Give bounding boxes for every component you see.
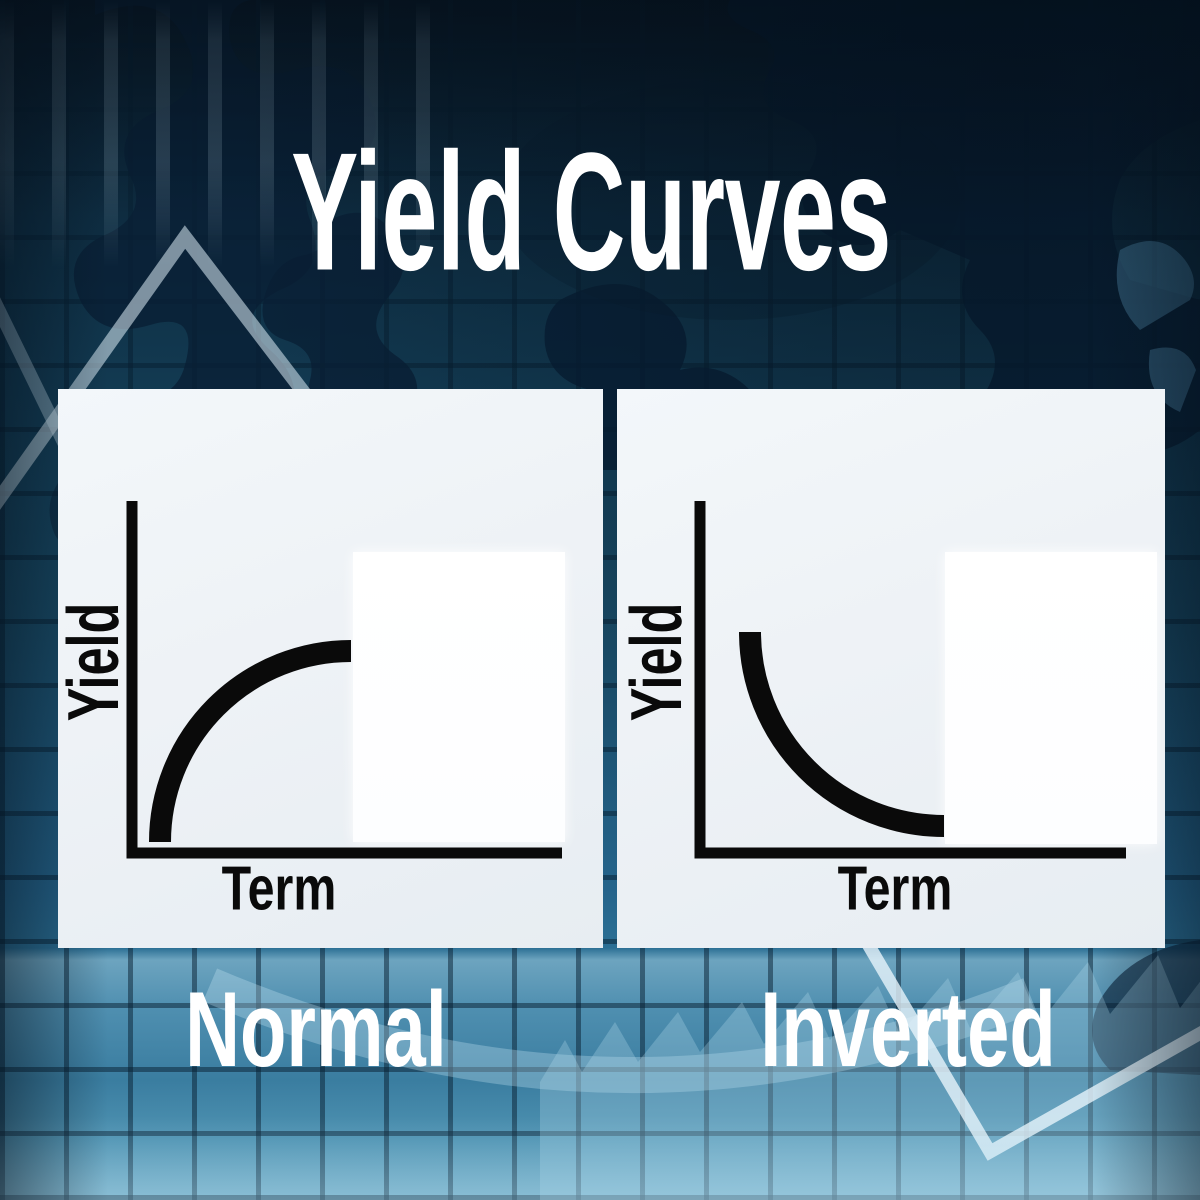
page-title: Yield Curves <box>291 117 891 306</box>
caption-inverted: Inverted <box>760 969 1056 1089</box>
inverted-curve-chart <box>694 501 1126 859</box>
y-axis-label: Yield <box>58 602 134 722</box>
normal-curve-chart <box>126 501 562 859</box>
panel-inverted-curve: Yield Term <box>617 389 1165 948</box>
normal-curve <box>149 640 352 843</box>
x-axis-label: Term <box>837 854 953 924</box>
caption-normal: Normal <box>185 969 447 1089</box>
inverted-curve <box>739 631 945 837</box>
panel-normal-curve: Yield Term <box>58 389 603 948</box>
x-axis-label: Term <box>221 854 337 924</box>
panel-highlight-rect <box>353 552 565 842</box>
axes <box>694 501 1126 859</box>
y-axis-label: Yield <box>617 602 697 722</box>
panel-highlight-rect <box>945 552 1157 844</box>
axes <box>126 501 562 859</box>
